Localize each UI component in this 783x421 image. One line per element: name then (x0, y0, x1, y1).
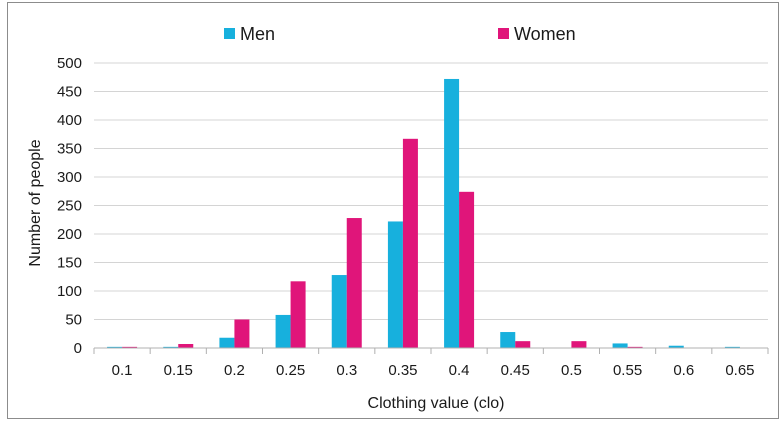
y-tick-label: 0 (74, 340, 82, 357)
bar-men-0.1 (107, 346, 123, 348)
x-tick-label: 0.6 (673, 362, 694, 379)
bar-men-0.15 (163, 346, 179, 348)
y-axis-title: Number of people (27, 139, 44, 266)
x-tick-label: 0.35 (388, 362, 417, 379)
bar-women-0.3 (346, 218, 362, 348)
y-tick-label: 400 (57, 112, 82, 129)
y-tick-label: 250 (57, 198, 82, 215)
legend-label-men: Men (240, 24, 275, 44)
bar-women-0.1 (122, 346, 138, 348)
legend-label-women: Women (514, 24, 576, 44)
bar-men-0.3 (331, 275, 347, 348)
bar-men-0.2 (219, 337, 235, 348)
x-tick-label: 0.2 (224, 362, 245, 379)
bar-men-0.55 (612, 343, 628, 348)
bars (107, 78, 740, 349)
bar-women-0.5 (571, 341, 587, 348)
bar-women-0.55 (627, 346, 643, 348)
y-tick-label: 100 (57, 283, 82, 300)
x-tick-label: 0.65 (725, 362, 754, 379)
legend-swatch-men (224, 28, 235, 39)
legend-swatch-women (498, 28, 509, 39)
legend: Men Women (224, 24, 576, 44)
bar-women-0.35 (402, 138, 418, 348)
x-tick-label: 0.55 (613, 362, 642, 379)
x-tick-label: 0.3 (336, 362, 357, 379)
y-tick-label: 300 (57, 169, 82, 186)
bar-women-0.45 (515, 341, 531, 348)
x-tick-label: 0.5 (561, 362, 582, 379)
y-tick-label: 500 (57, 55, 82, 72)
bar-women-0.25 (290, 281, 306, 348)
gridlines (94, 62, 768, 320)
x-axis-title: Clothing value (clo) (368, 395, 505, 412)
bar-women-0.2 (234, 319, 250, 348)
bar-chart: 0 50 100 150 200 250 300 350 400 450 500 0.1 0.15 0.2… (27, 24, 769, 412)
x-tick-label: 0.25 (276, 362, 305, 379)
x-tick-label: 0.4 (449, 362, 470, 379)
axes: 0 50 100 150 200 250 300 350 400 450 500 0.1 0.15 0.2… (57, 55, 769, 379)
y-tick-label: 150 (57, 255, 82, 272)
bar-women-0.4 (459, 191, 475, 348)
bar-men-0.6 (668, 345, 684, 348)
chart-frame: 0 50 100 150 200 250 300 350 400 450 500 0.1 0.15 0.2… (7, 2, 779, 419)
bar-men-0.4 (444, 78, 460, 349)
x-tick-label: 0.45 (501, 362, 530, 379)
bar-men-0.45 (500, 332, 516, 348)
y-tick-label: 450 (57, 84, 82, 101)
bar-women-0.15 (178, 344, 194, 348)
x-tick-label: 0.15 (164, 362, 193, 379)
y-tick-label: 50 (65, 312, 82, 329)
bar-men-0.35 (387, 221, 403, 348)
bar-men-0.25 (275, 314, 291, 348)
y-tick-label: 350 (57, 141, 82, 158)
x-tick-label: 0.1 (112, 362, 133, 379)
y-tick-label: 200 (57, 226, 82, 243)
bar-men-0.65 (724, 346, 740, 348)
